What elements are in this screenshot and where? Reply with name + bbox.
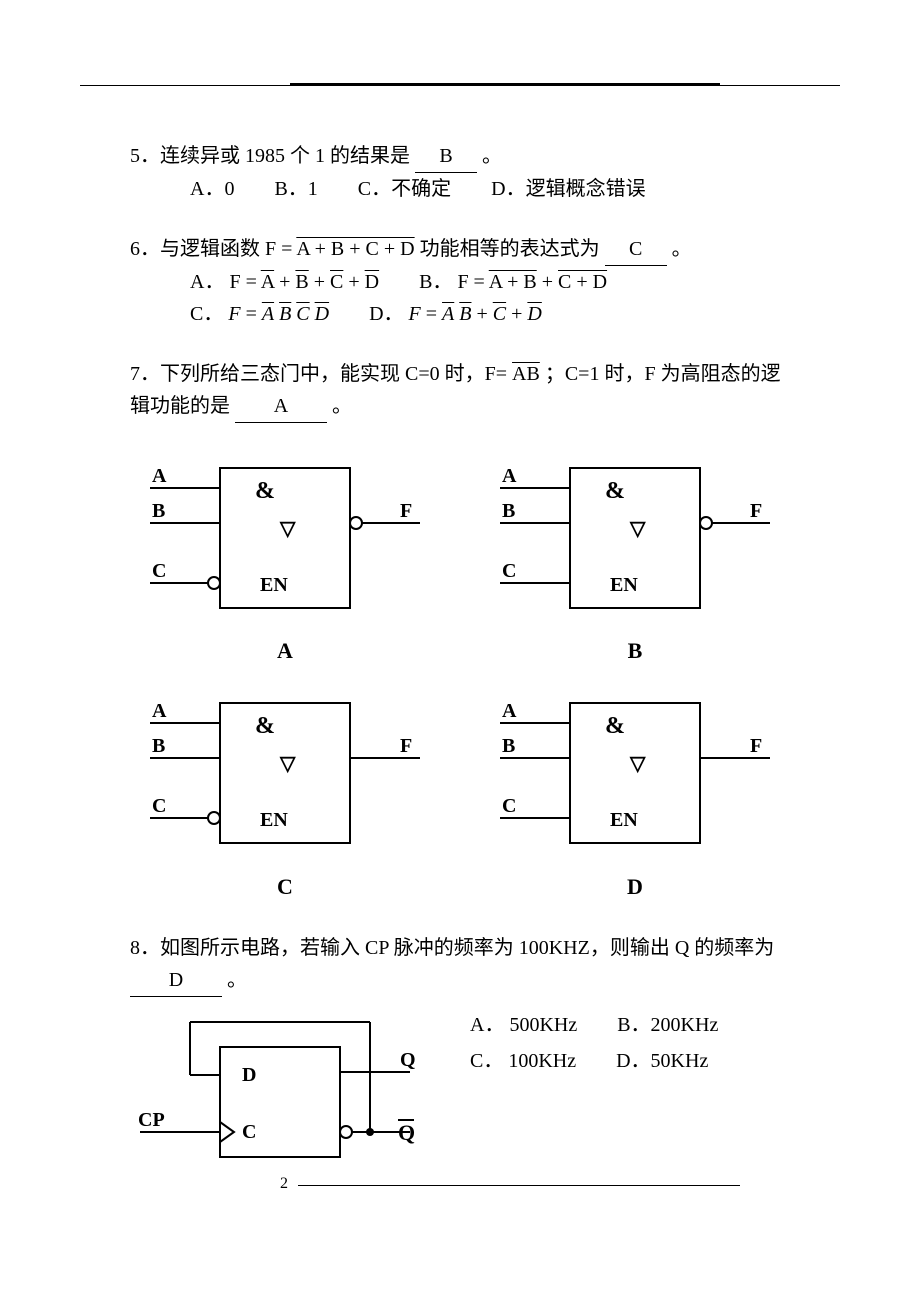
page-number: 2	[280, 1175, 288, 1192]
q6-opt-d-label: D．	[369, 303, 403, 325]
svg-text:&: &	[255, 478, 275, 504]
q5-opt-b: B．1	[274, 173, 317, 205]
gate-c: AB C F &▽ EN C	[130, 688, 440, 903]
svg-text:C: C	[152, 795, 166, 817]
q6-opt-b-label: B．	[419, 271, 452, 293]
q6-opt-c: C． F = A B C D	[190, 298, 329, 330]
q6-formula-lhs: F =	[265, 238, 296, 260]
svg-text:C: C	[242, 1121, 256, 1143]
footer-rule	[298, 1185, 740, 1186]
svg-text:CP: CP	[138, 1109, 165, 1131]
q7-gate-grid: ABCF&▽EN A ABCF&▽EN B ABCF&▽EN C ABCF&▽E…	[130, 453, 790, 904]
svg-text:▽: ▽	[629, 753, 646, 775]
q6-formula: F = A + B + C + D	[265, 238, 420, 260]
svg-text:F: F	[750, 500, 762, 522]
q6-prompt-mid: 功能相等的表达式为	[420, 238, 600, 260]
gate-a-svg: AB C F &▽ EN	[140, 453, 430, 623]
gate-d-svg: AB C F &▽ EN	[490, 688, 780, 858]
q6-opt-b: B． F = A + B + C + D	[419, 266, 607, 298]
q8-prompt-post: 。	[227, 969, 247, 991]
top-rule	[80, 85, 840, 86]
q6-opt-a-label: A．	[190, 271, 224, 293]
svg-text:B: B	[152, 500, 165, 522]
svg-text:B: B	[152, 735, 165, 757]
q6-opt-c-label: C．	[190, 303, 223, 325]
gate-c-label: C	[130, 869, 440, 904]
svg-text:C: C	[152, 560, 166, 582]
q5-prompt-post: 。	[482, 145, 502, 167]
gate-c-svg: AB C F &▽ EN	[140, 688, 430, 858]
question-8: 8．如图所示电路，若输入 CP 脉冲的频率为 100KHZ，则输出 Q 的频率为…	[130, 932, 790, 1177]
q8-prompt-pre: 8．如图所示电路，若输入 CP 脉冲的频率为 100KHZ，则输出 Q 的频率为	[130, 937, 774, 959]
q7-formula-bar: AB	[512, 363, 540, 385]
svg-text:B: B	[502, 500, 515, 522]
question-5: 5．连续异或 1985 个 1 的结果是 B 。 A．0 B．1 C．不确定 D…	[130, 140, 790, 205]
page-footer: 2	[280, 1171, 740, 1197]
q5-answer: B	[415, 140, 477, 173]
q6-prompt-post: 。	[672, 238, 692, 260]
gate-d-label: D	[480, 869, 790, 904]
question-6: 6．与逻辑函数 F = A + B + C + D 功能相等的表达式为 C 。 …	[130, 233, 790, 330]
q8-opt-c: C． 100KHz	[470, 1043, 576, 1079]
q7-answer: A	[235, 390, 327, 423]
svg-text:Q: Q	[400, 1049, 416, 1071]
svg-text:A: A	[502, 700, 517, 722]
q5-opt-c: C．不确定	[358, 173, 451, 205]
q8-row: CP C D Q Q A． 500KHz B．200KHz C． 100KHz D．50…	[130, 1007, 790, 1177]
svg-text:&: &	[605, 478, 625, 504]
svg-text:▽: ▽	[279, 753, 296, 775]
q8-options: A． 500KHz B．200KHz C． 100KHz D．50KHz	[470, 1007, 718, 1079]
question-7: 7．下列所给三态门中，能实现 C=0 时，F= AB ；C=1 时，F 为高阻态…	[130, 358, 790, 904]
svg-text:F: F	[400, 500, 412, 522]
gate-a-label: A	[130, 633, 440, 668]
svg-text:&: &	[605, 713, 625, 739]
svg-text:A: A	[502, 465, 517, 487]
q6-options: A． F = A + B + C + D B． F = A + B + C + …	[190, 266, 790, 330]
gate-a: ABCF&▽EN A	[130, 453, 440, 668]
svg-text:B: B	[502, 735, 515, 757]
svg-text:▽: ▽	[279, 518, 296, 540]
svg-text:A: A	[152, 465, 167, 487]
svg-text:A: A	[152, 700, 167, 722]
q8-flipflop-svg: CP C D Q Q	[130, 1007, 430, 1177]
svg-text:EN: EN	[260, 809, 288, 831]
svg-text:▽: ▽	[629, 518, 646, 540]
svg-text:&: &	[255, 713, 275, 739]
q8-opt-d: D．50KHz	[616, 1043, 708, 1079]
gate-b-svg: AB C F &▽ EN	[490, 453, 780, 623]
q7-prompt-post: 。	[332, 395, 352, 417]
svg-text:Q: Q	[398, 1120, 415, 1145]
q5-options: A．0 B．1 C．不确定 D．逻辑概念错误	[190, 173, 790, 205]
q8-opt-a: A． 500KHz	[470, 1007, 577, 1043]
q7-prompt-pre: 7．下列所给三态门中，能实现 C=0 时，F=	[130, 363, 507, 385]
q6-opt-a: A． F = A + B + C + D	[190, 266, 379, 298]
svg-text:EN: EN	[610, 574, 638, 596]
gate-d: AB C F &▽ EN D	[480, 688, 790, 903]
top-rule-heavy	[290, 83, 720, 85]
q5-prompt-pre: 5．连续异或 1985 个 1 的结果是	[130, 145, 410, 167]
gate-b-label: B	[480, 633, 790, 668]
q5-opt-d: D．逻辑概念错误	[491, 173, 645, 205]
q5-opt-a: A．0	[190, 173, 234, 205]
svg-text:EN: EN	[260, 574, 288, 596]
exam-page: 5．连续异或 1985 个 1 的结果是 B 。 A．0 B．1 C．不确定 D…	[0, 0, 920, 1237]
svg-text:F: F	[750, 735, 762, 757]
svg-text:C: C	[502, 795, 516, 817]
q6-prompt-pre: 6．与逻辑函数	[130, 238, 260, 260]
q8-opt-b: B．200KHz	[617, 1007, 718, 1043]
q6-formula-bar: A + B + C + D	[296, 238, 414, 260]
svg-text:EN: EN	[610, 809, 638, 831]
svg-text:C: C	[502, 560, 516, 582]
svg-text:D: D	[242, 1064, 256, 1086]
q8-answer: D	[130, 964, 222, 997]
svg-text:F: F	[400, 735, 412, 757]
q6-answer: C	[605, 233, 667, 266]
q6-opt-d: D． F = A B + C + D	[369, 298, 542, 330]
gate-b: ABCF&▽EN B	[480, 453, 790, 668]
